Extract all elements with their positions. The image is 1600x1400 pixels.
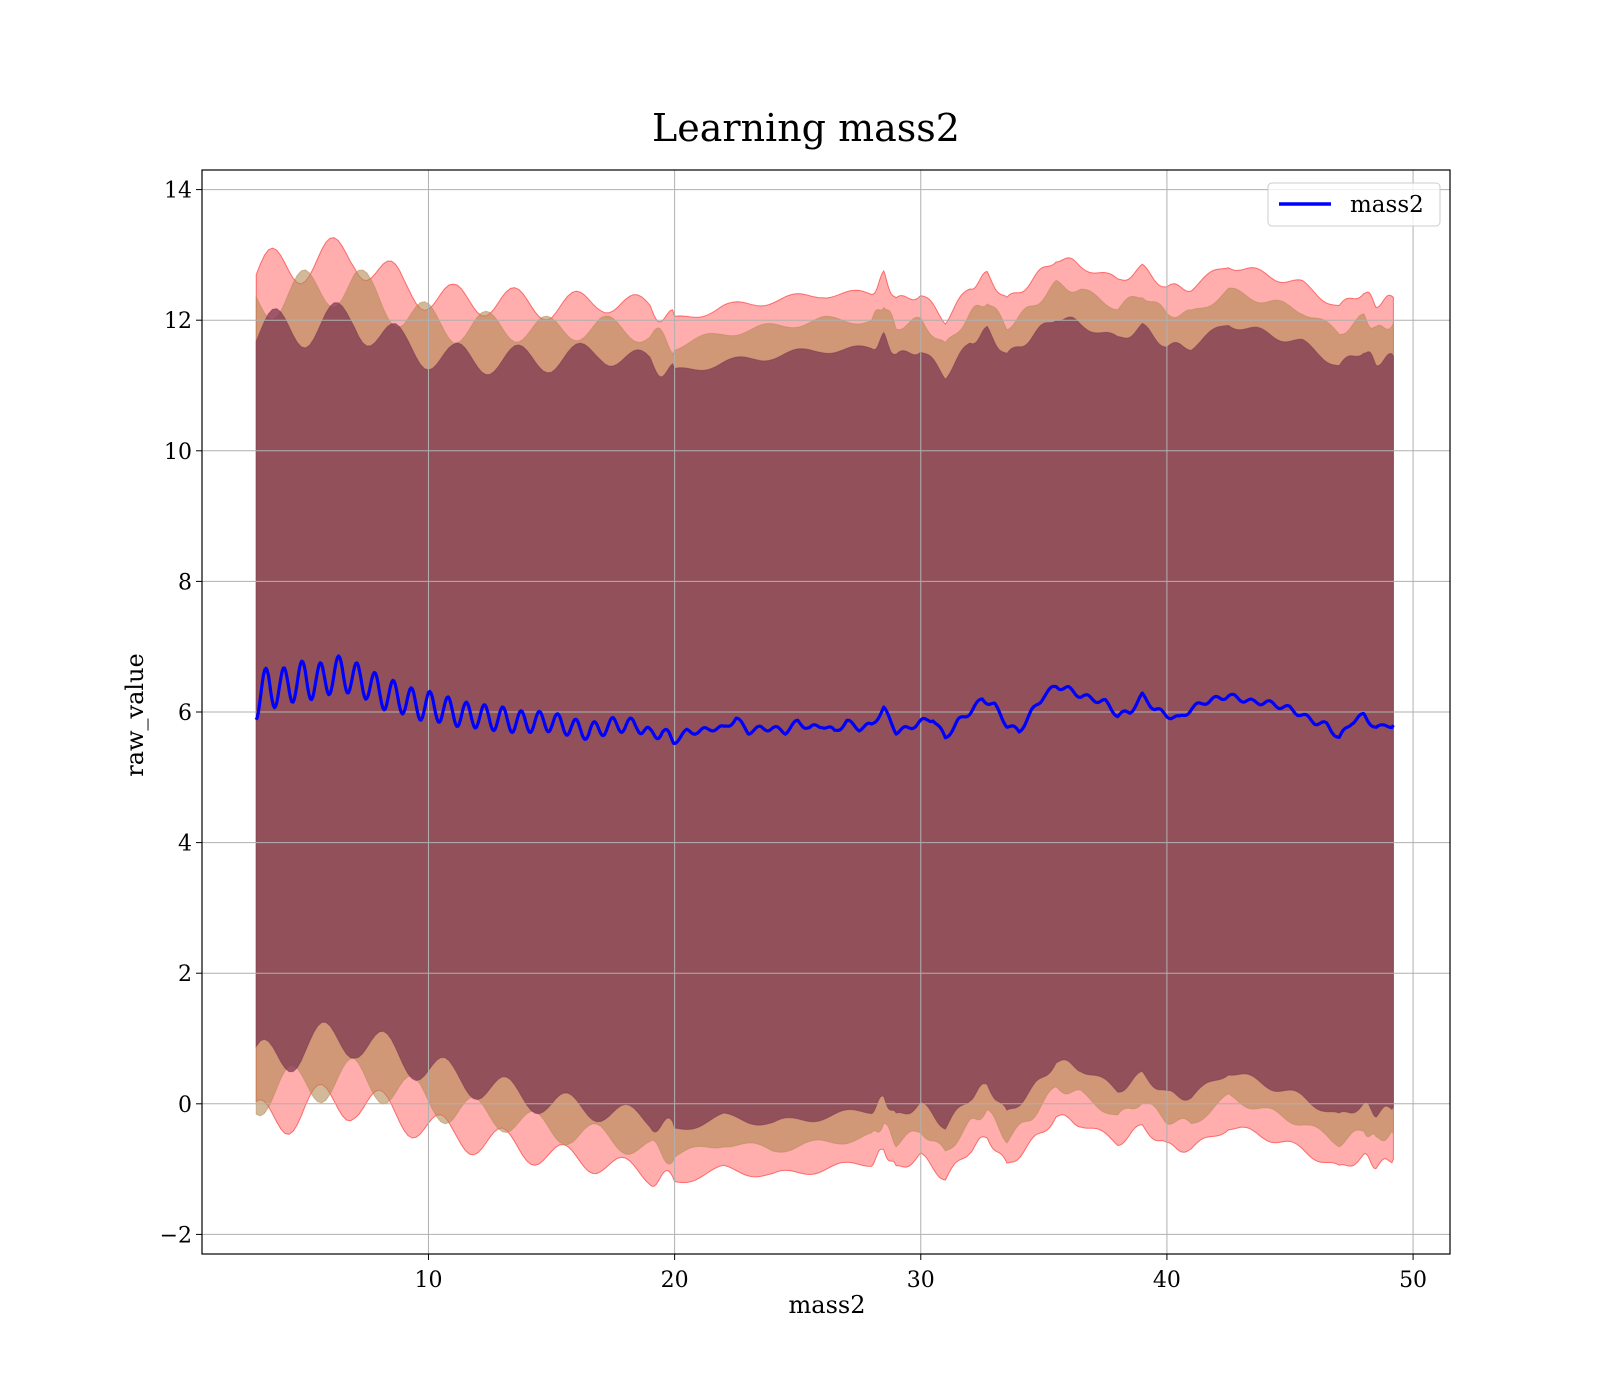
- y-tick-label: 6: [178, 701, 192, 726]
- plot-area: [201, 169, 1451, 1255]
- uncertainty-band-3: [255, 302, 1394, 1133]
- legend: mass2: [1267, 182, 1441, 227]
- y-tick-label: 4: [178, 832, 192, 857]
- x-tick-label: 10: [414, 1268, 442, 1293]
- chart-title: Learning mass2: [652, 106, 960, 150]
- y-axis: −2 0 2 4 6 8 10 12 14: [160, 179, 202, 1248]
- y-tick-label: 0: [178, 1093, 192, 1118]
- x-tick-label: 40: [1153, 1268, 1181, 1293]
- y-tick-label: 14: [164, 179, 192, 204]
- series-layer: [254, 654, 1395, 746]
- legend-label-mass2: mass2: [1350, 192, 1424, 218]
- y-tick-label: 8: [178, 570, 192, 595]
- y-tick-label: 12: [164, 309, 192, 334]
- y-tick-label: 10: [164, 440, 192, 465]
- x-tick-label: 50: [1399, 1268, 1427, 1293]
- x-axis: 10 20 30 40 50: [414, 1254, 1427, 1293]
- series-line-mass2: [254, 654, 1395, 746]
- grid-layer: [202, 170, 1450, 1254]
- x-tick-label: 30: [907, 1268, 935, 1293]
- y-tick-label: −2: [160, 1223, 192, 1248]
- legend-box: [1267, 182, 1441, 227]
- y-axis-label: raw_value: [121, 653, 149, 777]
- x-tick-label: 20: [661, 1268, 689, 1293]
- y-tick-label: 2: [178, 962, 192, 987]
- x-axis-label: mass2: [789, 1291, 866, 1319]
